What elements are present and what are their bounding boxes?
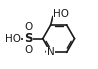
Text: HO: HO bbox=[5, 34, 21, 44]
Text: O: O bbox=[24, 45, 32, 55]
Text: O: O bbox=[24, 22, 32, 32]
Text: HO: HO bbox=[54, 9, 69, 19]
Text: N: N bbox=[47, 47, 55, 57]
Text: S: S bbox=[24, 32, 33, 45]
